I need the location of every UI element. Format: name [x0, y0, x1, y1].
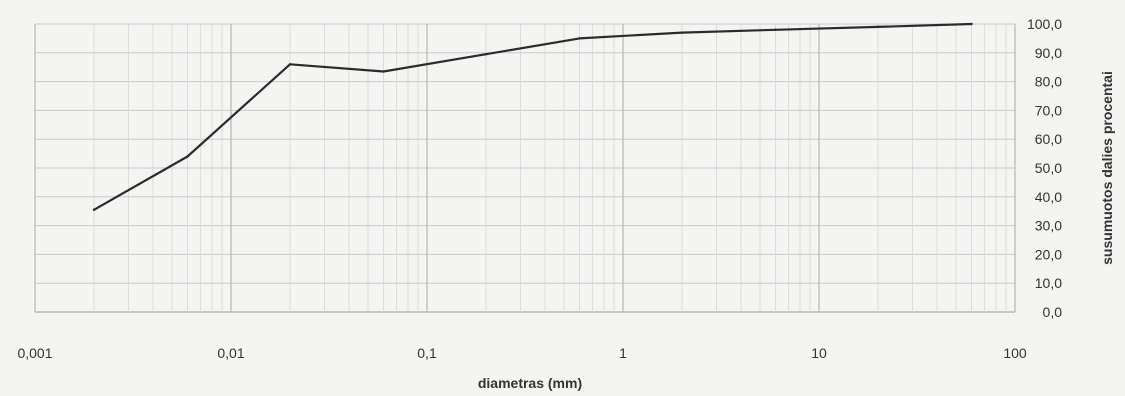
- data-point: [186, 155, 189, 158]
- y-tick-label: 70,0: [1035, 102, 1062, 118]
- data-point: [680, 31, 684, 34]
- y-tick-label: 50,0: [1035, 160, 1062, 176]
- y-tick-label: 20,0: [1035, 246, 1062, 262]
- x-tick-labels: 0,001 0,01 0,1 1 10 100: [17, 345, 1026, 361]
- data-point: [382, 70, 385, 73]
- y-tick-label: 100,0: [1027, 16, 1062, 32]
- y-tick-label: 0,0: [1043, 304, 1063, 320]
- y-tick-label: 60,0: [1035, 131, 1062, 147]
- series-line: [92, 22, 973, 211]
- data-point: [876, 25, 880, 29]
- y-tick-labels: 0,0 10,0 20,0 30,0 40,0 50,0 60,0 70,0 80,0 90,0 1…: [1027, 16, 1062, 320]
- x-tick-label: 0,001: [17, 345, 52, 361]
- x-tick-label: 0,1: [417, 345, 437, 361]
- data-point: [288, 63, 292, 66]
- y-tick-label: 90,0: [1035, 45, 1062, 61]
- data-point: [578, 37, 581, 40]
- data-point: [92, 208, 96, 211]
- y-tick-label: 30,0: [1035, 218, 1062, 234]
- series-layer: [92, 22, 973, 211]
- grid: [34, 23, 1016, 313]
- x-tick-label: 0,01: [217, 345, 244, 361]
- data-point: [484, 53, 488, 56]
- y-tick-label: 10,0: [1035, 275, 1062, 291]
- y-axis-title: susumuotos dalies procentai: [1099, 71, 1115, 265]
- x-tick-label: 100: [1003, 345, 1027, 361]
- data-point: [774, 28, 777, 31]
- x-tick-label: 10: [811, 345, 827, 361]
- x-axis-title: diametras (mm): [478, 375, 582, 391]
- y-tick-label: 40,0: [1035, 189, 1062, 205]
- data-point: [970, 22, 973, 26]
- x-tick-label: 1: [619, 345, 627, 361]
- y-tick-label: 80,0: [1035, 74, 1062, 90]
